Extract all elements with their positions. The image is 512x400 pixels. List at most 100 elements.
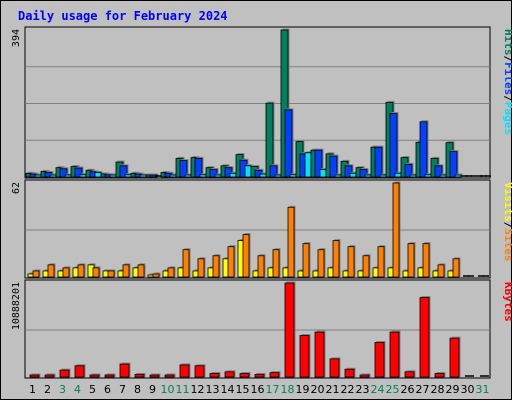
bar-pages-day-25 [394,172,402,178]
bar-kbytes-day-23 [359,374,370,378]
day-label-12: 12 [191,383,205,396]
bar-pages-day-21 [334,174,342,178]
bar-files-day-18 [284,109,293,178]
bar-sites-day-7 [122,264,130,278]
bar-sites-day-15 [242,234,250,278]
bar-files-day-11 [179,160,188,178]
bar-sites-day-20 [317,249,325,278]
legend-entry: Pages [502,102,512,135]
bar-kbytes-day-6 [104,374,115,378]
bar-pages-day-16 [259,173,267,178]
bar-sites-day-8 [137,264,145,278]
bar-sites-day-24 [377,246,385,278]
day-label-26: 26 [401,383,415,396]
bar-kbytes-day-12 [194,365,205,378]
bar-hits-day-18 [280,29,289,178]
bar-sites-day-11 [182,249,190,278]
legend-entry: Hits [502,29,512,56]
day-label-30: 30 [461,383,475,396]
bar-pages-day-12 [199,174,207,178]
bar-pages-day-3 [64,174,72,178]
legend-kbytes: KBytes [502,282,512,322]
bar-sites-day-28 [437,264,445,278]
day-label-1: 1 [29,383,36,396]
bar-kbytes-day-4 [74,365,85,378]
bar-sites-day-19 [302,243,310,278]
bar-files-day-29 [449,151,458,178]
plot-area-visits-sites [24,179,491,279]
bar-kbytes-day-10 [164,374,175,378]
bar-pages-day-14 [229,172,237,178]
day-label-20: 20 [311,383,325,396]
bar-kbytes-day-9 [149,374,160,378]
bar-pages-day-19 [304,152,312,178]
bar-pages-day-20 [319,169,327,178]
bar-pages-day-8 [139,174,147,178]
bar-sites-day-18 [287,206,295,278]
bar-kbytes-day-17 [269,372,280,378]
bar-pages-day-2 [49,174,57,178]
bar-pages-day-17 [274,174,282,178]
bar-sites-day-13 [212,255,220,278]
bar-files-day-25 [389,113,398,178]
day-label-23: 23 [356,383,370,396]
day-label-11: 11 [176,383,190,396]
legend-entry: Visits [502,182,512,222]
bar-kbytes-day-18 [284,282,295,378]
day-label-9: 9 [149,383,156,396]
bar-files-day-27 [419,121,428,178]
day-label-24: 24 [371,383,385,396]
bar-files-day-17 [269,165,278,178]
bar-pages-day-22 [349,172,357,178]
bar-pages-day-13 [214,174,222,178]
bar-sites-day-9 [152,273,160,278]
bar-sites-day-6 [107,270,115,278]
bar-kbytes-day-8 [134,374,145,378]
day-label-8: 8 [134,383,141,396]
bar-kbytes-day-13 [209,373,220,378]
bar-files-day-7 [119,165,128,178]
bar-sites-day-21 [332,240,340,278]
bar-pages-day-18 [289,174,297,178]
bar-pages-day-6 [109,174,117,178]
day-label-31: 31 [476,383,490,396]
y-max-label: 394 [11,29,22,47]
day-label-4: 4 [74,383,81,396]
legend-visits-sites: Visits/Sites [502,182,512,262]
bar-kbytes-day-28 [434,373,445,378]
x-axis-day-labels: 1 2 3 4 5 6 7 8 9 10 11 12 13 14 15 16 17 18 19 20 21 22 23 24 2… [29,383,490,396]
bar-hits-day-17 [265,102,274,178]
bar-kbytes-day-7 [119,363,130,378]
bar-files-day-13 [209,169,218,178]
bar-files-day-28 [434,165,443,178]
bar-sites-day-26 [407,243,415,278]
bar-pages-day-26 [409,174,417,178]
bar-kbytes-day-15 [239,373,250,378]
bar-kbytes-day-19 [299,335,310,378]
day-label-2: 2 [44,383,51,396]
day-label-3: 3 [59,383,66,396]
bar-kbytes-day-22 [344,368,355,378]
legend-entry: Files [502,62,512,95]
day-label-14: 14 [221,383,235,396]
bar-files-day-21 [329,155,338,178]
bar-kbytes-day-25 [389,331,400,378]
y-max-label: 62 [11,182,22,194]
y-max-label: 10888201 [11,282,22,330]
chart-panels: 394Hits/Files/Pages62Visits/Sites1088820… [11,26,512,379]
day-label-19: 19 [296,383,310,396]
day-label-5: 5 [89,383,96,396]
legend-entry: / [502,56,512,63]
bar-sites-day-16 [257,255,265,278]
bar-sites-day-1 [32,270,40,278]
day-label-21: 21 [326,383,340,396]
chart-title: Daily usage for February 2024 [18,9,228,23]
day-label-29: 29 [446,383,460,396]
bar-kbytes-day-24 [374,342,385,378]
day-label-7: 7 [119,383,126,396]
bar-files-day-23 [359,169,368,178]
legend-entry: / [502,95,512,102]
bar-pages-day-1 [34,174,42,178]
